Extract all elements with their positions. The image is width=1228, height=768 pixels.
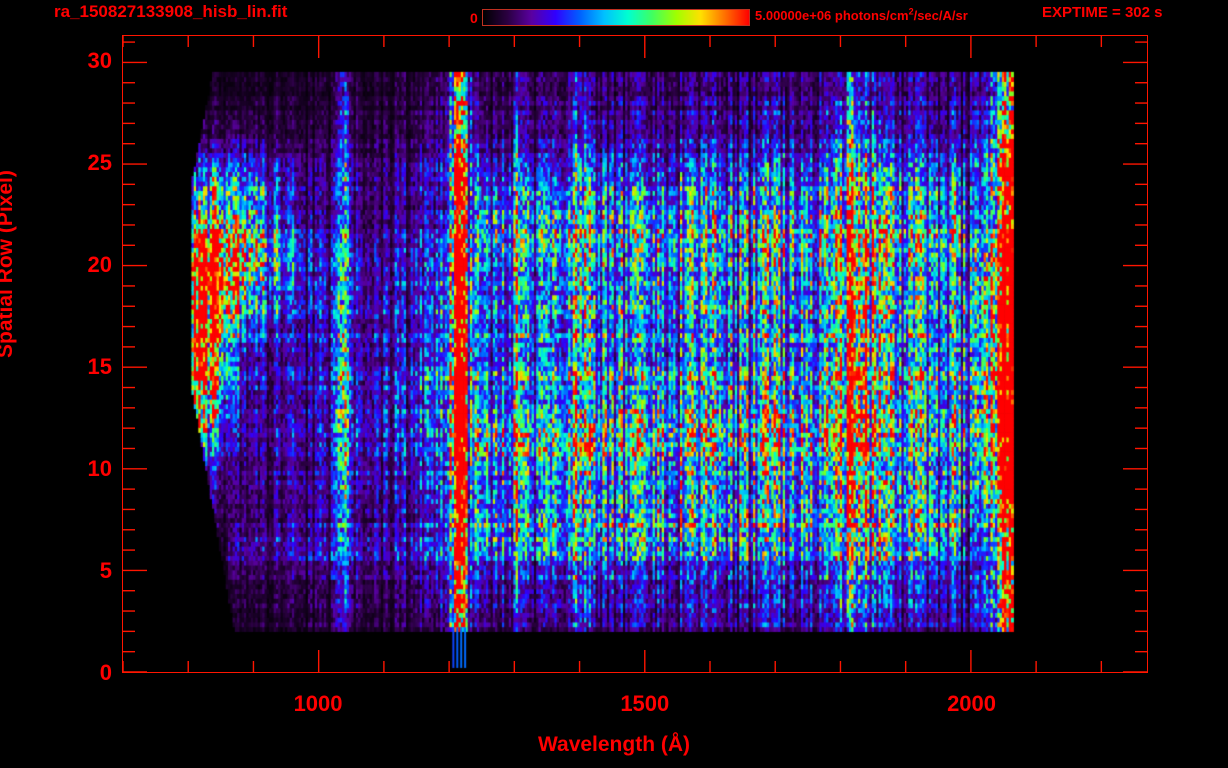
y-tick-label: 30	[87, 48, 112, 74]
page-title: ra_150827133908_hisb_lin.fit	[54, 2, 288, 21]
x-axis-title: Wavelength (Å)	[537, 733, 691, 756]
y-tick-label: 10	[87, 456, 112, 482]
colorbar-max-label: 5.00000e+06 photons/cm2/sec/A/sr	[755, 6, 968, 23]
colorbar-unit-tail: /sec/A/sr	[913, 8, 968, 23]
y-tick-label: 25	[87, 150, 112, 176]
colorbar-unit-exponent: 2	[908, 6, 914, 17]
x-tick-label: 2000	[947, 691, 997, 716]
exposure-time-label: EXPTIME = 302 s	[1042, 4, 1163, 21]
x-tick-label: 1500	[620, 691, 670, 716]
y-tick-label: 15	[87, 354, 112, 380]
y-tick-label: 0	[99, 660, 112, 685]
y-axis-title: Spatial Row (Pixel)	[0, 170, 17, 358]
colorbar-max-value: 5.00000e+06 photons/cm	[755, 8, 909, 23]
x-tick-label: 1000	[293, 691, 343, 716]
colorbar-min-label: 0	[470, 10, 478, 26]
y-tick-label: 20	[87, 252, 112, 278]
spectrogram-heatmap	[123, 36, 1147, 672]
plot-frame	[122, 35, 1148, 673]
y-tick-label: 5	[99, 558, 112, 584]
colorbar-gradient	[482, 9, 750, 26]
